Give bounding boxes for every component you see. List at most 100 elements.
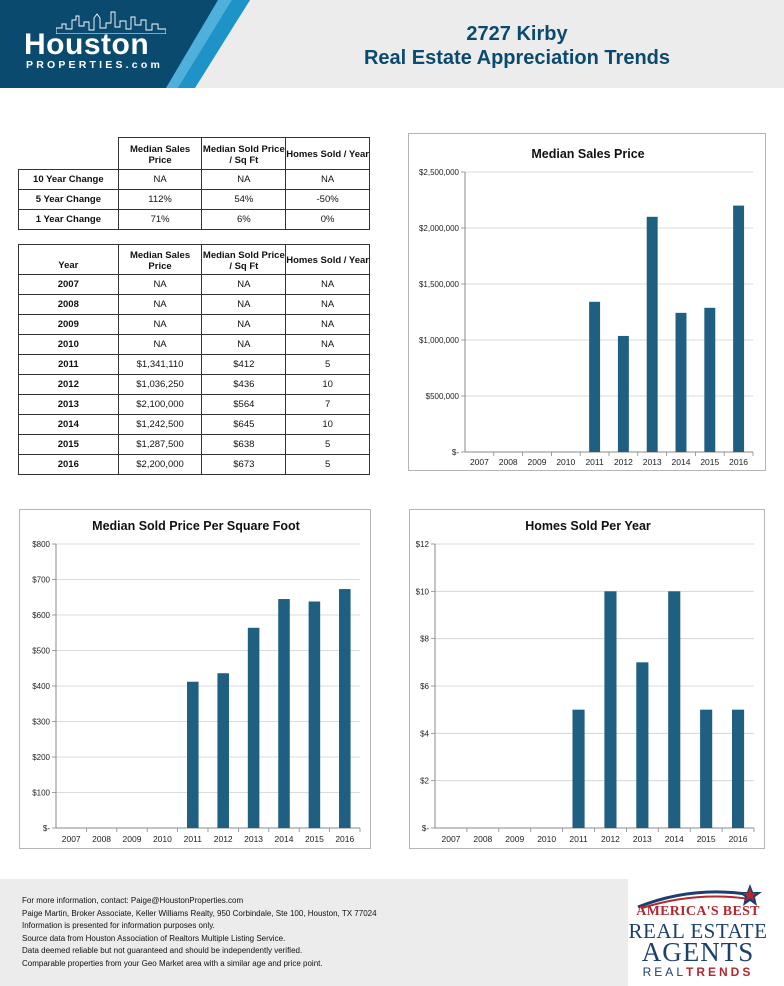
table-cell: 0%: [285, 209, 370, 230]
table-row: 2012 $1,036,250 $436 10: [18, 374, 370, 395]
table-row: 10 Year Change NA NA NA: [18, 169, 370, 190]
column-header: Median Sold Price / Sq Ft: [201, 244, 287, 275]
column-header: Homes Sold / Year: [285, 137, 370, 170]
bar-2011: [187, 681, 199, 828]
homes-sold-chart: Homes Sold Per Year $- $2 $4 $6 $8 $10 $12 2007 2…: [409, 509, 765, 849]
badge-line-2: REAL ESTATE: [628, 919, 768, 943]
table-header-row: Median Sales Price Median Sold Price / S…: [18, 137, 370, 170]
y-tick-label: $100: [32, 789, 50, 798]
table-cell: $1,242,500: [117, 414, 203, 435]
houston-properties-logo[interactable]: Houston PROPERTIES.com: [0, 0, 250, 88]
bar-2016: [733, 205, 745, 452]
table-cell: 7: [285, 394, 370, 415]
skyline-icon: [56, 11, 166, 34]
table-cell: $2,100,000: [117, 394, 203, 415]
y-tick-label: $200: [32, 753, 50, 762]
x-tick-label: 2013: [633, 834, 652, 844]
homes-sold-svg: Homes Sold Per Year $- $2 $4 $6 $8 $10 $12 2007 2…: [416, 519, 755, 844]
bar-2013: [636, 662, 649, 828]
bar-2012: [217, 673, 229, 828]
x-tick-label: 2015: [697, 834, 716, 844]
x-tick-label: 2011: [585, 457, 604, 467]
page-title: 2727 Kirby Real Estate Appreciation Tren…: [250, 22, 784, 70]
table-cell: $412: [201, 354, 287, 375]
x-tick-label: 2007: [470, 457, 489, 467]
table-cell: 10: [285, 374, 370, 395]
column-header: Median Sales Price: [117, 137, 203, 170]
footer-line: Information is presented for information…: [22, 921, 215, 931]
y-tick-label: $2: [420, 777, 429, 786]
table-row: 2010 NA NA NA: [18, 334, 370, 355]
table-cell: NA: [201, 169, 287, 190]
table-cell: $1,036,250: [117, 374, 203, 395]
price-per-sqft-chart: Median Sold Price Per Square Foot $- $100 $…: [19, 509, 371, 849]
table-cell: $2,200,000: [117, 454, 203, 475]
column-header: Median Sold Price / Sq Ft: [201, 137, 287, 170]
x-tick-label: 2014: [665, 834, 684, 844]
table-cell: NA: [285, 334, 370, 355]
bar-2015: [308, 601, 321, 828]
bar-2011: [572, 709, 585, 828]
bar-2014: [668, 591, 681, 828]
x-tick-label: 2012: [614, 457, 633, 467]
row-year: 2015: [18, 434, 119, 455]
badge-trends: TRENDS: [686, 965, 754, 979]
row-year: 2011: [18, 354, 119, 375]
row-label: 5 Year Change: [18, 189, 119, 210]
y-tick-label: $8: [420, 635, 429, 644]
change-summary-table: Median Sales Price Median Sold Price / S…: [18, 137, 370, 230]
row-year: 2012: [18, 374, 119, 395]
x-tick-label: 2008: [92, 834, 111, 844]
table-cell: $1,287,500: [117, 434, 203, 455]
footer-line: Paige Martin, Broker Associate, Keller W…: [22, 908, 377, 918]
x-tick-label: 2008: [473, 834, 492, 844]
americas-best-agents-badge: AMERICA'S BEST REAL ESTATE AGENTS REALTR…: [628, 879, 784, 986]
bar-2015: [700, 709, 713, 828]
bar-2012: [617, 335, 629, 452]
x-tick-label: 2011: [184, 834, 203, 844]
badge-real: REAL: [642, 965, 686, 979]
footer-line: Data deemed reliable but not guaranteed …: [22, 946, 303, 956]
title-address: 2727 Kirby: [466, 23, 568, 45]
table-row: 2013 $2,100,000 $564 7: [18, 394, 370, 415]
x-tick-label: 2007: [62, 834, 81, 844]
title-subtitle: Real Estate Appreciation Trends: [363, 47, 670, 69]
table-cell: $1,341,110: [117, 354, 203, 375]
table-cell: -50%: [285, 189, 370, 210]
table-row: 2016 $2,200,000 $673 5: [18, 454, 370, 475]
x-tick-label: 2007: [441, 834, 460, 844]
x-tick-label: 2014: [275, 834, 294, 844]
y-tick-label: $2,500,000: [419, 168, 460, 177]
y-tick-label: $6: [420, 682, 429, 691]
x-tick-label: 2009: [528, 457, 547, 467]
x-tick-label: 2013: [643, 457, 662, 467]
table-row: 2009 NA NA NA: [18, 314, 370, 335]
y-tick-label: $-: [422, 824, 429, 833]
footer-line: Source data from Houston Association of …: [22, 933, 286, 943]
bar-2012: [604, 591, 617, 828]
table-row: 2007 NA NA NA: [18, 274, 370, 295]
y-tick-label: $-: [43, 824, 50, 833]
y-tick-label: $500,000: [426, 392, 460, 401]
table-cell: 10: [285, 414, 370, 435]
table-cell: NA: [201, 334, 287, 355]
x-tick-label: 2016: [729, 457, 748, 467]
table-cell: $645: [201, 414, 287, 435]
bar-2013: [646, 216, 658, 452]
badge-line-1: AMERICA'S BEST: [636, 904, 760, 919]
table-row: 2008 NA NA NA: [18, 294, 370, 315]
column-header: Median Sales Price: [117, 244, 203, 275]
footer-contact-link[interactable]: For more information, contact: Paige@Hou…: [22, 896, 244, 905]
y-tick-label: $500: [32, 647, 50, 656]
y-tick-label: $600: [32, 611, 50, 620]
table-cell: $673: [201, 454, 287, 475]
x-tick-label: 2016: [335, 834, 354, 844]
y-tick-label: $300: [32, 718, 50, 727]
table-cell: NA: [117, 314, 203, 335]
logo-wordmark: Houston: [24, 28, 150, 61]
badge-line-4: REALTRENDS: [628, 965, 768, 979]
star-icon: [738, 884, 762, 906]
table-header-row: Year Median Sales Price Median Sold Pric…: [18, 244, 370, 275]
price-per-sqft-svg: Median Sold Price Per Square Foot $- $100 $…: [32, 519, 361, 844]
table-cell: 112%: [117, 189, 203, 210]
